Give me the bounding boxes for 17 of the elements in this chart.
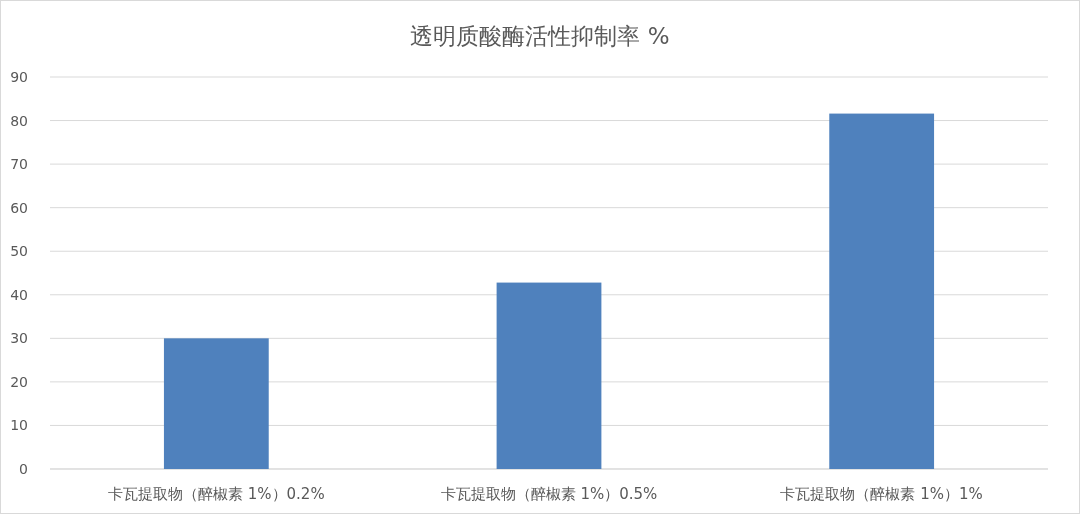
- y-tick-label: 50: [10, 243, 28, 260]
- y-tick-label: 30: [10, 330, 28, 347]
- x-tick-label: 卡瓦提取物（醉椒素 1%）0.2%: [107, 485, 325, 503]
- bar: [496, 282, 602, 469]
- y-tick-label: 60: [10, 199, 28, 216]
- chart-title: 透明质酸酶活性抑制率 %: [410, 23, 670, 49]
- y-tick-label: 20: [10, 373, 28, 390]
- bar: [163, 338, 269, 469]
- y-tick-label: 90: [10, 69, 28, 85]
- y-tick-label: 0: [19, 461, 28, 477]
- y-tick-label: 10: [10, 417, 28, 434]
- y-tick-label: 80: [10, 112, 28, 129]
- x-tick-label: 卡瓦提取物（醉椒素 1%）1%: [780, 485, 983, 503]
- x-tick-label: 卡瓦提取物（醉椒素 1%）0.5%: [440, 485, 658, 503]
- bar: [829, 113, 935, 469]
- y-tick-label: 70: [10, 156, 28, 173]
- y-tick-label: 40: [10, 286, 28, 303]
